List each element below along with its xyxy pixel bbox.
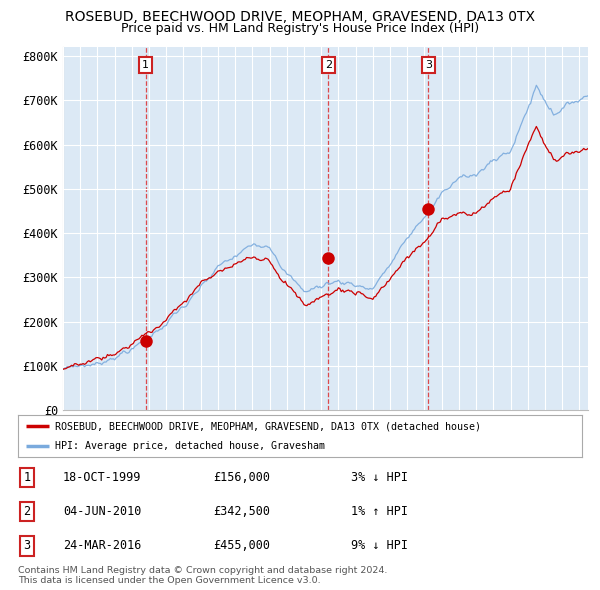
Text: 3% ↓ HPI: 3% ↓ HPI	[351, 471, 408, 484]
Text: 1: 1	[23, 471, 31, 484]
Text: £455,000: £455,000	[213, 539, 270, 552]
Text: 1% ↑ HPI: 1% ↑ HPI	[351, 505, 408, 518]
Text: 3: 3	[425, 60, 432, 70]
Text: HPI: Average price, detached house, Gravesham: HPI: Average price, detached house, Grav…	[55, 441, 325, 451]
Text: £156,000: £156,000	[213, 471, 270, 484]
Text: ROSEBUD, BEECHWOOD DRIVE, MEOPHAM, GRAVESEND, DA13 0TX (detached house): ROSEBUD, BEECHWOOD DRIVE, MEOPHAM, GRAVE…	[55, 421, 481, 431]
Text: ROSEBUD, BEECHWOOD DRIVE, MEOPHAM, GRAVESEND, DA13 0TX: ROSEBUD, BEECHWOOD DRIVE, MEOPHAM, GRAVE…	[65, 10, 535, 24]
Text: 04-JUN-2010: 04-JUN-2010	[63, 505, 142, 518]
Text: 3: 3	[23, 539, 31, 552]
Text: 18-OCT-1999: 18-OCT-1999	[63, 471, 142, 484]
Text: 24-MAR-2016: 24-MAR-2016	[63, 539, 142, 552]
Text: 1: 1	[142, 60, 149, 70]
Text: Price paid vs. HM Land Registry's House Price Index (HPI): Price paid vs. HM Land Registry's House …	[121, 22, 479, 35]
Text: 2: 2	[23, 505, 31, 518]
Text: 2: 2	[325, 60, 332, 70]
Text: 9% ↓ HPI: 9% ↓ HPI	[351, 539, 408, 552]
Text: Contains HM Land Registry data © Crown copyright and database right 2024.
This d: Contains HM Land Registry data © Crown c…	[18, 566, 388, 585]
Text: £342,500: £342,500	[213, 505, 270, 518]
